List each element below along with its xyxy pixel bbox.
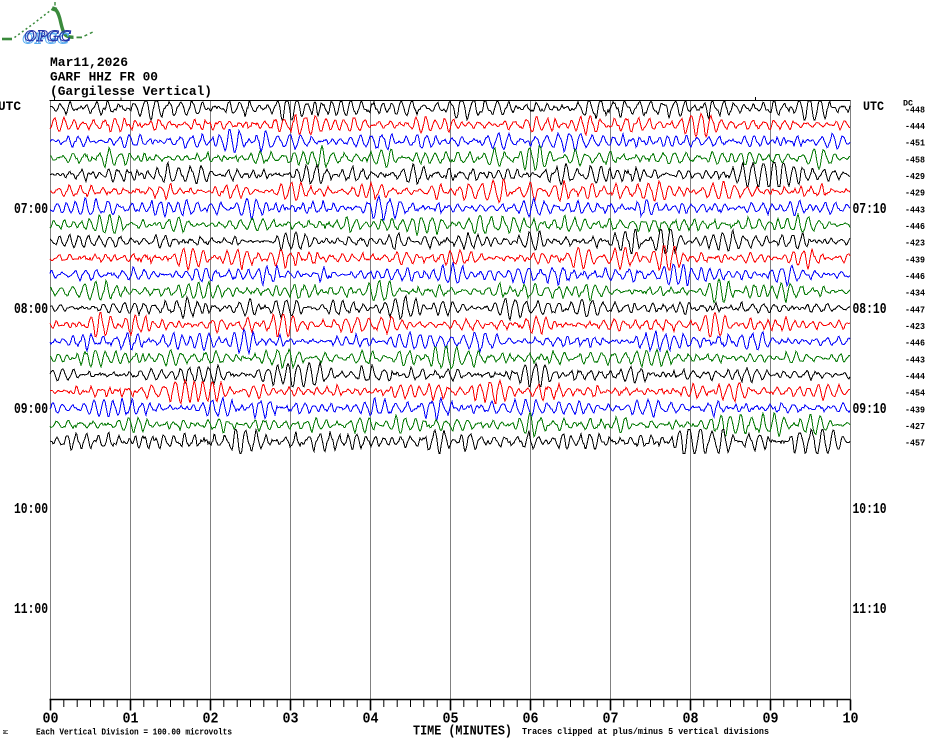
svg-text:-443: -443 <box>905 355 925 365</box>
svg-text:-427: -427 <box>905 422 925 432</box>
svg-text:UTC: UTC <box>863 99 884 114</box>
svg-text:TIME (MINUTES): TIME (MINUTES) <box>413 724 512 740</box>
svg-text:Traces clipped at plus/minus 5: Traces clipped at plus/minus 5 vertical … <box>522 727 769 737</box>
svg-text:-429: -429 <box>905 172 925 182</box>
svg-text:OPGC: OPGC <box>25 28 71 45</box>
svg-text:06: 06 <box>523 710 539 727</box>
svg-text:01: 01 <box>123 710 139 727</box>
svg-text:-444: -444 <box>905 122 926 132</box>
svg-text:07:00: 07:00 <box>14 201 48 218</box>
svg-text:10: 10 <box>843 710 859 727</box>
svg-text:10:10: 10:10 <box>853 501 887 518</box>
svg-text:-423: -423 <box>905 322 925 332</box>
svg-text:-443: -443 <box>905 205 925 215</box>
svg-text:M: M <box>3 730 11 734</box>
svg-text:GARF HHZ FR 00: GARF HHZ FR 00 <box>50 70 158 85</box>
svg-text:02: 02 <box>203 710 219 727</box>
svg-text:04: 04 <box>363 710 379 727</box>
svg-text:-447: -447 <box>905 305 925 315</box>
svg-text:-423: -423 <box>905 239 925 249</box>
svg-text:-446: -446 <box>905 272 925 282</box>
svg-text:Mar11,2026: Mar11,2026 <box>50 55 128 70</box>
svg-text:07: 07 <box>603 710 619 727</box>
svg-text:-458: -458 <box>905 155 925 165</box>
svg-text:09: 09 <box>763 710 779 727</box>
svg-text:-446: -446 <box>905 222 925 232</box>
svg-text:09:10: 09:10 <box>853 401 887 418</box>
svg-text:-457: -457 <box>905 439 925 449</box>
svg-text:OPGC: OPGC <box>23 31 69 48</box>
svg-text:07:10: 07:10 <box>853 201 887 218</box>
svg-text:(Gargilesse Vertical): (Gargilesse Vertical) <box>50 84 212 99</box>
svg-text:11:10: 11:10 <box>853 601 887 618</box>
svg-text:-429: -429 <box>905 189 925 199</box>
svg-text:Each Vertical Division = 100.: Each Vertical Division = 100.00 microvol… <box>36 728 232 738</box>
svg-text:08:10: 08:10 <box>853 301 887 318</box>
svg-text:08:00: 08:00 <box>14 301 48 318</box>
svg-text:UTC: UTC <box>0 99 21 114</box>
svg-text:03: 03 <box>283 710 299 727</box>
svg-text:-439: -439 <box>905 255 925 265</box>
svg-text:09:00: 09:00 <box>14 401 48 418</box>
svg-text:DC: DC <box>903 100 913 109</box>
svg-text:-439: -439 <box>905 405 925 415</box>
svg-text:-444: -444 <box>905 372 926 382</box>
svg-text:-446: -446 <box>905 339 925 349</box>
svg-text:-448: -448 <box>905 105 925 115</box>
svg-text:10:00: 10:00 <box>14 501 48 518</box>
svg-text:-454: -454 <box>905 389 926 399</box>
svg-text:-451: -451 <box>905 139 926 149</box>
svg-text:00: 00 <box>43 710 59 727</box>
svg-text:-434: -434 <box>905 289 926 299</box>
svg-text:08: 08 <box>683 710 699 727</box>
svg-text:11:00: 11:00 <box>14 601 48 618</box>
svg-text:05: 05 <box>443 710 459 727</box>
